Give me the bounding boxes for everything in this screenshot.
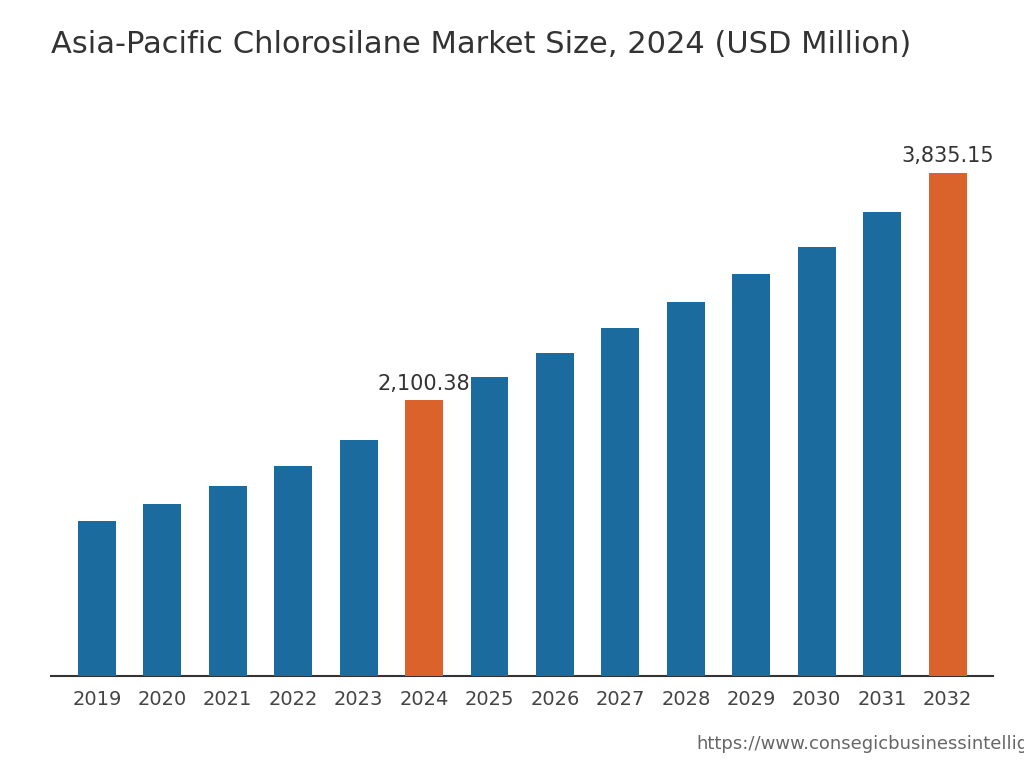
Text: Asia-Pacific Chlorosilane Market Size, 2024 (USD Million): Asia-Pacific Chlorosilane Market Size, 2…	[51, 30, 911, 59]
Bar	[78, 521, 116, 676]
Text: 2,100.38: 2,100.38	[378, 374, 470, 394]
Bar	[732, 274, 770, 676]
Bar	[274, 466, 312, 676]
Text: 3,835.15: 3,835.15	[901, 146, 994, 166]
Bar	[536, 353, 573, 676]
Bar	[601, 328, 639, 676]
Text: https://www.consegicbusinessintelligence.com: https://www.consegicbusinessintelligence…	[696, 735, 1024, 753]
Bar	[798, 247, 836, 676]
Bar	[406, 400, 443, 676]
Bar	[863, 211, 901, 676]
Bar	[471, 377, 509, 676]
Bar	[143, 504, 181, 676]
Bar	[667, 302, 705, 676]
Bar	[209, 485, 247, 676]
Bar	[340, 440, 378, 676]
Bar	[929, 173, 967, 676]
